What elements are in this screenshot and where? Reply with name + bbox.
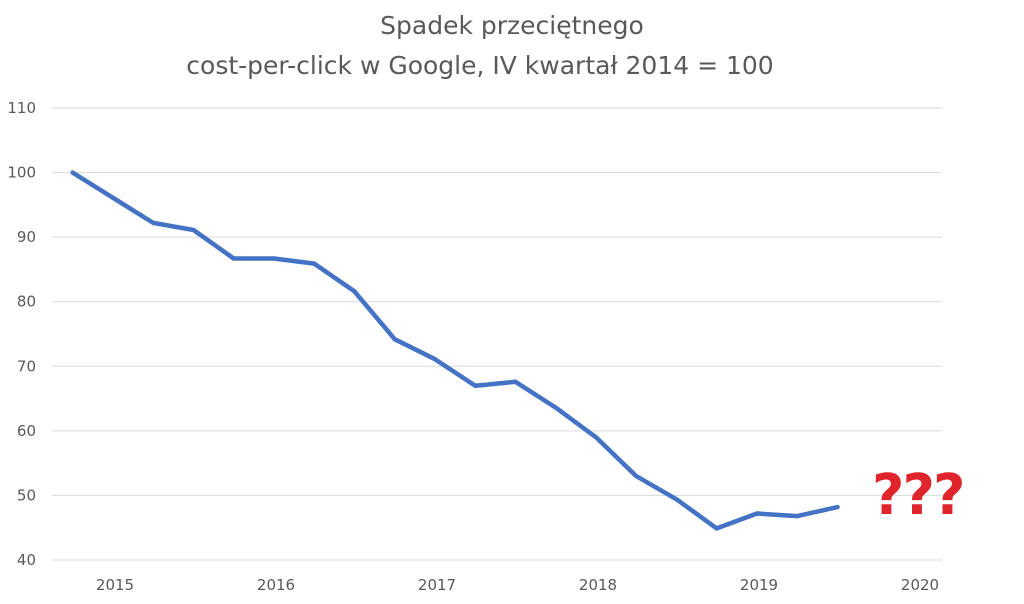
gridlines <box>52 107 942 561</box>
data-point <box>392 336 397 342</box>
y-tick-label: 110 <box>7 99 36 117</box>
y-tick-label: 70 <box>17 357 36 375</box>
x-tick-label: 2017 <box>418 576 456 594</box>
data-point <box>70 170 75 175</box>
y-tick-label: 80 <box>17 293 36 311</box>
y-tick-label: 40 <box>17 551 36 569</box>
data-point <box>714 526 719 531</box>
data-point <box>754 511 760 516</box>
data-point <box>553 405 558 410</box>
series-group <box>70 170 840 531</box>
data-point <box>473 383 478 388</box>
data-point <box>432 356 438 362</box>
data-point <box>674 497 679 502</box>
y-tick-label: 50 <box>17 486 36 504</box>
y-tick-label: 90 <box>17 228 36 246</box>
x-tick-label: 2019 <box>740 576 778 594</box>
x-tick-label: 2015 <box>96 576 134 594</box>
series-line <box>70 170 840 531</box>
data-point <box>513 379 518 384</box>
chart-title-line-1: Spadek przeciętnego <box>380 11 644 40</box>
data-point <box>151 220 156 226</box>
data-point <box>271 256 277 261</box>
annotation-question-marks: ??? <box>872 463 963 528</box>
x-tick-label: 2018 <box>579 576 617 594</box>
data-point <box>835 504 840 510</box>
data-point <box>312 261 317 266</box>
data-point <box>231 256 236 261</box>
x-tick-label: 2020 <box>901 576 939 594</box>
y-axis: 40 50 60 70 80 90 100 110 <box>7 99 36 569</box>
data-point <box>593 435 599 440</box>
x-axis: 2015 2016 2017 2018 2019 2020 <box>96 576 939 594</box>
data-point <box>352 289 357 294</box>
y-tick-label: 100 <box>7 164 36 182</box>
data-point <box>795 513 800 519</box>
data-point <box>634 473 639 479</box>
y-tick-label: 60 <box>17 422 36 440</box>
x-tick-label: 2016 <box>257 576 295 594</box>
data-point <box>191 227 196 233</box>
chart-title-line-2: cost-per-click w Google, IV kwartał 2014… <box>186 51 773 80</box>
data-point <box>110 195 116 200</box>
